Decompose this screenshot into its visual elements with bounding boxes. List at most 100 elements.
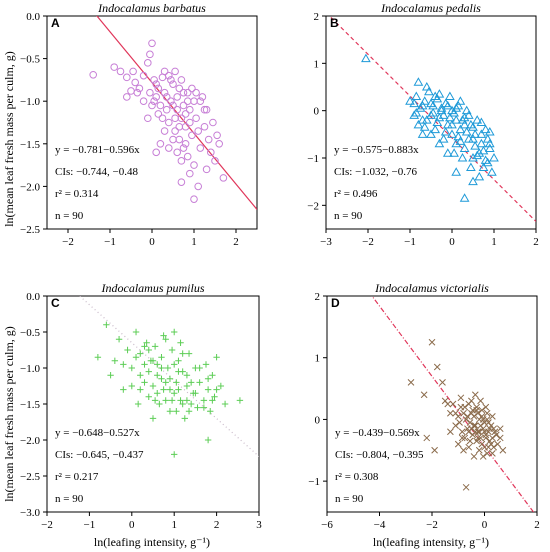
data-point [171,127,179,135]
data-point [464,412,471,420]
plot-frame [325,15,537,230]
data-point [432,117,443,126]
fit-line [96,16,257,210]
data-point [146,88,154,97]
data-point [442,100,453,110]
data-point [177,339,184,346]
data-point [213,131,221,140]
data-point [483,450,491,457]
data-point [177,397,184,404]
data-point [160,67,169,76]
data-point [470,129,480,138]
annotation-r2: r² = 0.314 [55,188,99,200]
data-point [444,400,452,408]
data-point [451,167,462,176]
data-point [415,103,426,112]
data-point [167,76,175,84]
data-point [209,397,216,404]
data-point [496,434,504,442]
annotation-equation: y = −0.648−0.527x [55,427,140,439]
data-point [417,115,428,124]
data-point [453,131,464,141]
data-point [115,336,123,343]
data-point [177,157,186,165]
annotation-cis: CIs: −0.804, −0.395 [335,449,424,461]
y-tick-label: −1.5 [20,399,40,411]
data-point [213,386,220,393]
data-point [185,408,193,415]
fit-line [328,16,536,222]
data-point [457,152,468,162]
panel-title: Indocalamus victorialis [374,281,489,295]
data-point [476,138,487,148]
data-point [480,155,491,164]
data-point [430,91,441,100]
data-point [477,397,484,405]
panel-b: −3 −2 −1 0 1 2 2 1 0 −1 −2 B Indocalamus pedalis y = … [307,1,538,248]
data-point [468,397,475,405]
data-point [177,76,186,84]
data-point [202,361,210,368]
data-point [168,397,176,404]
data-point [447,105,457,115]
data-point [207,408,214,415]
data-point [152,93,160,101]
data-point [478,440,486,448]
data-point [489,434,496,442]
data-point [474,171,485,181]
y-tick-label: −2.5 [20,471,40,483]
data-point [461,434,469,442]
y-tick-label: 0.0 [26,291,40,303]
data-point [150,97,158,105]
data-point [160,127,169,135]
data-point [173,148,181,157]
data-point [428,338,436,346]
data-layer [371,296,535,512]
data-point [175,386,182,393]
data-point [166,386,174,393]
data-point [474,434,482,442]
data-point [468,134,478,143]
data-point [458,428,466,436]
y-tick-label: 1 [314,58,320,70]
data-layer [78,296,259,458]
y-tick-label: −1.5 [20,139,40,151]
data-point [459,112,470,122]
data-point [465,443,473,451]
data-point [478,145,489,155]
data-point [131,78,139,87]
data-point [116,67,125,76]
data-point [148,39,156,48]
data-point [455,124,466,134]
data-point [482,403,490,411]
x-tick-label: 2 [534,519,540,531]
data-point [489,450,496,457]
data-point [156,140,165,148]
data-point [447,119,457,129]
data-point [166,408,174,415]
data-point [160,386,167,393]
data-point [89,70,97,79]
data-point [479,416,487,423]
fit-line [371,296,535,512]
data-point [196,364,203,372]
data-point [143,339,150,346]
data-point [103,321,110,328]
y-tick-label: −2.5 [20,224,40,236]
data-point [165,71,173,80]
annotation-r2: r² = 0.496 [334,188,378,200]
data-point [461,105,472,115]
data-point [454,440,462,448]
panel-d: −6 −4 −2 0 2 2 1 0 −1 D Indocalamus victorialis y =… [308,281,540,531]
data-point [485,419,492,426]
data-point [181,110,190,118]
data-point [484,138,495,148]
data-point [156,101,165,110]
data-point [424,86,434,96]
data-point [447,409,454,417]
data-point [482,434,490,442]
data-point [132,328,140,336]
data-point [426,110,436,119]
y-tick-label: −0.5 [20,54,40,66]
data-point [183,382,191,390]
